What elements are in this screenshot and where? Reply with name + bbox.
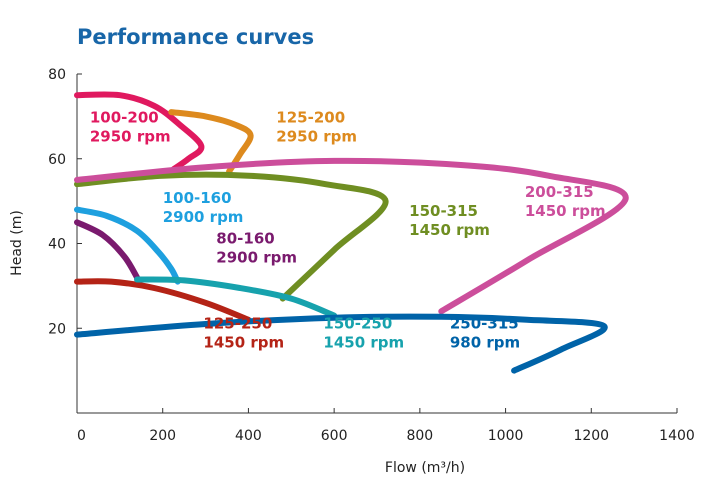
curve-label-line: 200-315 [525, 183, 594, 201]
curve-label-line: 1450 rpm [409, 221, 490, 239]
curve-label-line: 150-315 [409, 202, 478, 220]
curve-100-160 [74, 206, 181, 285]
curve-label-line: 2950 rpm [90, 128, 171, 146]
x-tick-label: 1200 [573, 428, 609, 444]
curve-label-line: 125-250 [203, 314, 272, 332]
curve-150-315 [74, 171, 389, 302]
curve-label-100-200: 100-200 2950 rpm [90, 109, 171, 146]
curve-100-200 [74, 91, 205, 173]
curve-125-200 [168, 109, 254, 175]
y-tick-label: 40 [48, 237, 66, 253]
curve-label-125-250: 125-250 1450 rpm [203, 314, 284, 351]
x-tick-label: 800 [406, 428, 433, 444]
x-tick-label: 1000 [488, 428, 524, 444]
curve-label-line: 1450 rpm [323, 333, 404, 351]
y-tick-label: 60 [48, 152, 66, 168]
y-axis-label: Head (m) [9, 210, 25, 276]
curve-label-100-160: 100-160 2900 rpm [163, 189, 244, 226]
curve-label-125-200: 125-200 2950 rpm [276, 109, 357, 146]
curve-label-line: 980 rpm [450, 333, 520, 351]
curve-125-250 [74, 278, 252, 323]
x-tick-label: 600 [321, 428, 348, 444]
curve-label-200-315: 200-315 1450 rpm [525, 183, 606, 220]
curve-150-250 [134, 276, 338, 319]
curve-label-80-160: 80-160 2900 rpm [216, 230, 297, 267]
curve-label-150-250: 150-250 1450 rpm [323, 314, 404, 351]
curve-label-line: 125-200 [276, 109, 345, 127]
x-tick-label: 200 [149, 428, 176, 444]
x-axis-label: Flow (m³/h) [385, 460, 465, 476]
curve-label-line: 250-315 [450, 314, 519, 332]
y-tick-label: 20 [48, 321, 66, 337]
curve-label-line: 100-160 [163, 189, 232, 207]
curve-80-160 [74, 219, 140, 281]
x-tick-label: 1400 [659, 428, 695, 444]
curve-250-315 [74, 313, 608, 374]
curves [74, 91, 629, 374]
y-tick-label: 80 [48, 67, 66, 83]
curve-label-250-315: 250-315 980 rpm [450, 314, 520, 351]
curve-label-line: 1450 rpm [203, 333, 284, 351]
curve-200-315 [74, 157, 629, 315]
curve-label-line: 150-250 [323, 314, 392, 332]
curve-label-line: 2900 rpm [216, 249, 297, 267]
x-tick-label: 0 [77, 428, 86, 444]
curve-label-line: 2950 rpm [276, 128, 357, 146]
chart-title: Performance curves [77, 25, 314, 49]
curve-label-line: 2900 rpm [163, 208, 244, 226]
curve-label-line: 100-200 [90, 109, 159, 127]
axes: 0 200 400 600 800 1000 1200 1400 20 40 60 80 [48, 67, 695, 444]
curve-label-line: 1450 rpm [525, 202, 606, 220]
x-tick-label: 400 [235, 428, 262, 444]
curve-label-150-315: 150-315 1450 rpm [409, 202, 490, 239]
curve-label-line: 80-160 [216, 230, 274, 248]
